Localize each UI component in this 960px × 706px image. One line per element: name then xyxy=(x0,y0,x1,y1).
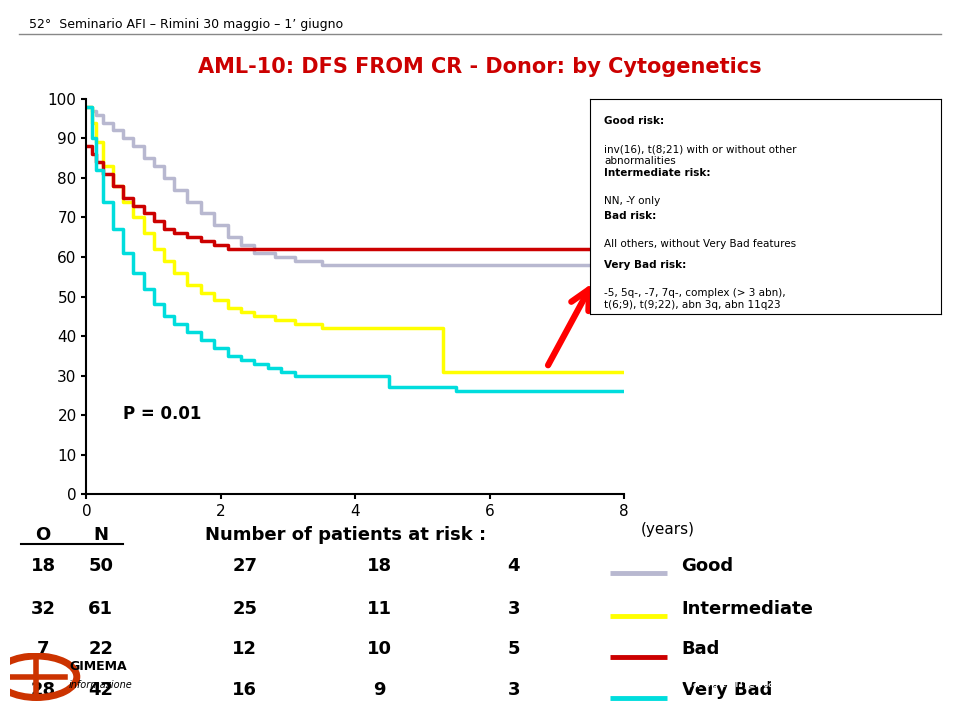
Text: 32: 32 xyxy=(31,599,56,618)
Text: Good: Good xyxy=(682,556,733,575)
Text: NN, -Y only: NN, -Y only xyxy=(605,196,660,205)
Text: 3: 3 xyxy=(507,681,520,700)
Text: Very Bad risk:: Very Bad risk: xyxy=(605,261,686,270)
Text: Good risk:: Good risk: xyxy=(605,116,664,126)
Text: All others, without Very Bad features: All others, without Very Bad features xyxy=(605,239,797,249)
Text: Bad risk:: Bad risk: xyxy=(605,211,657,221)
Text: GIMEMA: GIMEMA xyxy=(69,660,127,674)
Text: 7: 7 xyxy=(36,640,50,659)
Text: Very Bad: Very Bad xyxy=(682,681,772,700)
Text: 42: 42 xyxy=(88,681,113,700)
Text: 9: 9 xyxy=(372,681,386,700)
Text: O: O xyxy=(36,526,51,544)
Text: -5, 5q-, -7, 7q-, complex (> 3 abn),
t(6;9), t(9;22), abn 3q, abn 11q23: -5, 5q-, -7, 7q-, complex (> 3 abn), t(6… xyxy=(605,288,786,310)
Text: 25: 25 xyxy=(232,599,257,618)
Text: 3: 3 xyxy=(507,599,520,618)
Text: 22: 22 xyxy=(88,640,113,659)
Text: 18: 18 xyxy=(367,556,392,575)
Text: Intermediate risk:: Intermediate risk: xyxy=(605,168,711,178)
Text: Bad: Bad xyxy=(682,640,720,659)
Text: AML-10: DFS FROM CR - Donor: by Cytogenetics: AML-10: DFS FROM CR - Donor: by Cytogene… xyxy=(198,57,762,77)
Text: 52°  Seminario AFI – Rimini 30 maggio – 1’ giugno: 52° Seminario AFI – Rimini 30 maggio – 1… xyxy=(29,18,343,30)
Text: 50: 50 xyxy=(88,556,113,575)
Text: Le attività regolatorie per la sperimentazione clinica: Le attività regolatorie per la speriment… xyxy=(525,676,852,690)
Text: P = 0.01: P = 0.01 xyxy=(123,405,202,423)
Text: Number of patients at risk :: Number of patients at risk : xyxy=(205,526,486,544)
Text: N: N xyxy=(93,526,108,544)
Text: 27: 27 xyxy=(232,556,257,575)
Text: 5: 5 xyxy=(507,640,520,659)
Text: 10: 10 xyxy=(367,640,392,659)
Text: 11: 11 xyxy=(367,599,392,618)
Text: 61: 61 xyxy=(88,599,113,618)
Text: informazione: informazione xyxy=(69,680,132,690)
Text: 18: 18 xyxy=(31,556,56,575)
Text: 28: 28 xyxy=(31,681,56,700)
Text: 4: 4 xyxy=(507,556,520,575)
Text: Intermediate: Intermediate xyxy=(682,599,813,618)
Text: (years): (years) xyxy=(641,522,695,537)
Text: 16: 16 xyxy=(232,681,257,700)
Text: 12: 12 xyxy=(232,640,257,659)
Text: inv(16), t(8;21) with or without other
abnormalities: inv(16), t(8;21) with or without other a… xyxy=(605,144,797,166)
